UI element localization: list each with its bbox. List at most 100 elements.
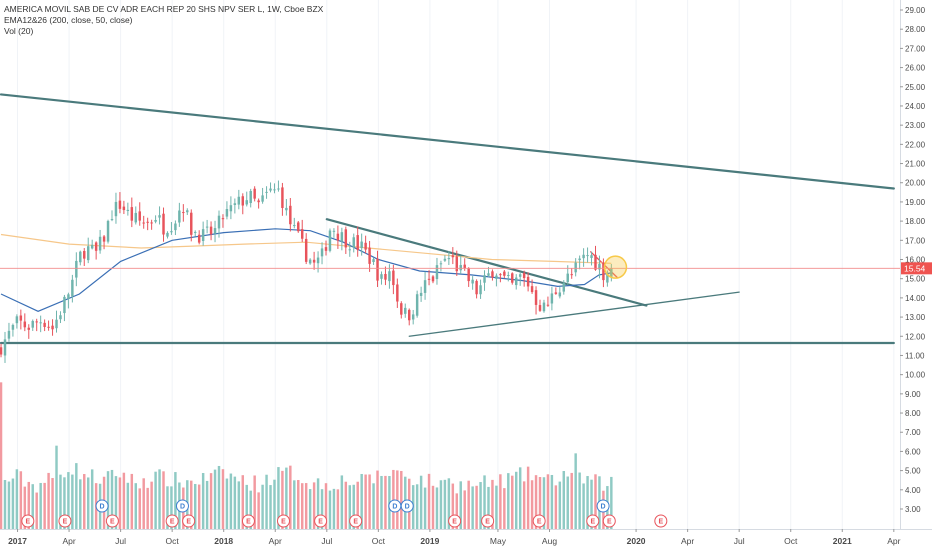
candle[interactable]: [546, 304, 550, 306]
candle[interactable]: [372, 259, 375, 262]
candle[interactable]: [265, 191, 268, 193]
earnings-marker[interactable]: E: [314, 514, 328, 528]
earnings-marker[interactable]: E: [165, 514, 179, 528]
earnings-marker[interactable]: E: [586, 514, 600, 528]
candle[interactable]: [7, 330, 11, 339]
candle[interactable]: [3, 339, 7, 356]
candle[interactable]: [102, 236, 106, 242]
candle[interactable]: [467, 268, 470, 282]
candle[interactable]: [550, 293, 554, 304]
candle[interactable]: [110, 219, 114, 221]
candle[interactable]: [451, 255, 455, 258]
candle[interactable]: [538, 305, 542, 311]
candle[interactable]: [59, 315, 62, 320]
candle[interactable]: [396, 284, 399, 302]
candle[interactable]: [79, 251, 82, 263]
candle[interactable]: [182, 212, 185, 214]
ema-indicator-label[interactable]: EMA12&26 (200, close, 50, close): [4, 15, 133, 25]
candle[interactable]: [118, 200, 122, 209]
ema-50-line[interactable]: [0, 228, 612, 312]
trendline-long-term-resistance[interactable]: [0, 93, 895, 190]
candle[interactable]: [447, 258, 451, 260]
highlight-circle[interactable]: [603, 255, 628, 279]
candle[interactable]: [138, 211, 141, 221]
dividend-marker[interactable]: D: [400, 499, 414, 513]
candle[interactable]: [495, 275, 498, 279]
candle[interactable]: [201, 229, 205, 242]
candle[interactable]: [388, 271, 391, 282]
volume-indicator-label[interactable]: Vol (20): [4, 26, 34, 36]
trendline-triangle-upper[interactable]: [325, 218, 648, 307]
candle[interactable]: [197, 234, 201, 243]
candle[interactable]: [443, 258, 447, 261]
candle[interactable]: [289, 205, 292, 225]
candle[interactable]: [376, 258, 379, 281]
candle[interactable]: [606, 274, 609, 283]
candle[interactable]: [293, 225, 296, 227]
candle[interactable]: [511, 273, 514, 283]
candle[interactable]: [570, 274, 573, 276]
candle[interactable]: [431, 276, 435, 282]
candle[interactable]: [479, 285, 482, 295]
candle[interactable]: [582, 254, 585, 259]
candle[interactable]: [35, 321, 38, 323]
candle[interactable]: [19, 315, 23, 321]
earnings-marker[interactable]: E: [532, 514, 546, 528]
candle[interactable]: [471, 279, 474, 284]
candle[interactable]: [281, 187, 284, 208]
candle[interactable]: [427, 278, 431, 280]
candle[interactable]: [344, 229, 348, 248]
candle[interactable]: [229, 205, 233, 212]
candle[interactable]: [368, 247, 371, 264]
candle[interactable]: [98, 236, 102, 251]
earnings-marker[interactable]: E: [448, 514, 462, 528]
candle[interactable]: [261, 195, 264, 202]
candle[interactable]: [300, 229, 304, 239]
candle[interactable]: [31, 320, 34, 328]
candle[interactable]: [336, 233, 340, 241]
candle[interactable]: [384, 273, 387, 280]
candle[interactable]: [233, 203, 237, 205]
candle[interactable]: [249, 190, 252, 204]
candle[interactable]: [610, 268, 613, 277]
candle[interactable]: [23, 321, 27, 328]
candle[interactable]: [542, 302, 546, 312]
dividend-marker[interactable]: D: [175, 499, 189, 513]
candle[interactable]: [419, 292, 423, 296]
candle[interactable]: [134, 212, 138, 223]
candle[interactable]: [90, 244, 94, 249]
candle[interactable]: [574, 262, 577, 273]
candle[interactable]: [483, 275, 486, 283]
candle[interactable]: [475, 280, 478, 295]
candle[interactable]: [47, 326, 50, 328]
candle[interactable]: [455, 256, 459, 272]
candle[interactable]: [186, 210, 189, 213]
candle[interactable]: [562, 283, 566, 292]
candle[interactable]: [146, 221, 149, 223]
candle[interactable]: [277, 188, 280, 190]
candle[interactable]: [459, 265, 462, 271]
candle[interactable]: [51, 325, 54, 330]
candle[interactable]: [245, 200, 248, 205]
candle[interactable]: [518, 274, 522, 277]
candle[interactable]: [360, 241, 363, 249]
candle[interactable]: [55, 319, 58, 329]
candle[interactable]: [598, 264, 601, 270]
earnings-marker[interactable]: E: [481, 514, 495, 528]
earnings-marker[interactable]: E: [602, 514, 616, 528]
candle[interactable]: [400, 303, 403, 315]
candle[interactable]: [285, 207, 288, 211]
candle[interactable]: [380, 274, 383, 279]
candle[interactable]: [142, 222, 145, 224]
candle[interactable]: [439, 263, 443, 265]
candle[interactable]: [586, 255, 589, 257]
candle[interactable]: [130, 207, 134, 221]
candle[interactable]: [27, 327, 31, 330]
candle[interactable]: [86, 246, 90, 261]
candle[interactable]: [530, 286, 534, 293]
candle[interactable]: [253, 188, 256, 199]
earnings-marker[interactable]: E: [58, 514, 72, 528]
candle[interactable]: [75, 260, 78, 278]
candle[interactable]: [15, 316, 19, 324]
candle[interactable]: [213, 228, 217, 234]
